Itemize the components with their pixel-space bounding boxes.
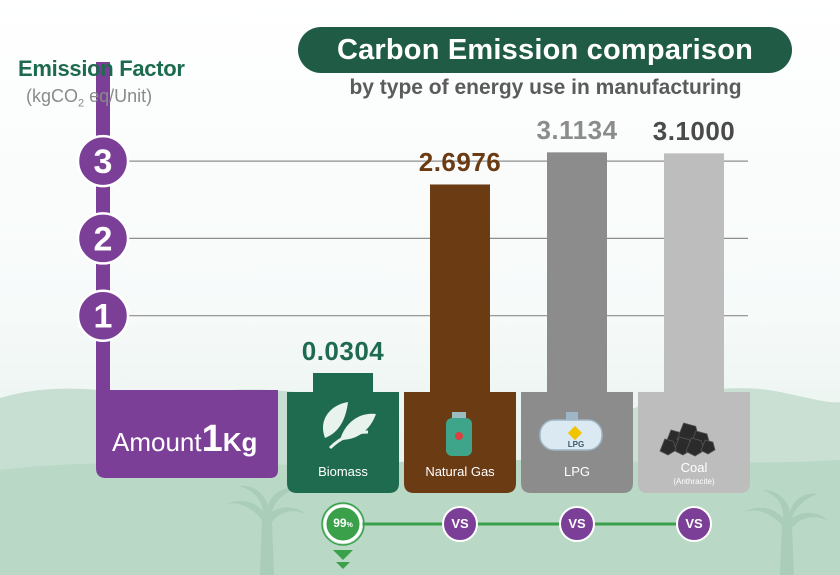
value-label: 3.1000 — [652, 116, 736, 147]
y-tick-label: 1 — [94, 298, 113, 336]
value-label: 3.1134 — [536, 115, 618, 146]
bar-lpg — [547, 152, 607, 393]
reduction-value: 99 — [333, 516, 347, 530]
cylinder-valve — [452, 412, 466, 418]
bar-biomass — [313, 373, 373, 393]
reduction-badge — [323, 504, 363, 544]
leaf-shape — [322, 402, 348, 438]
chart-title: Carbon Emission comparison — [298, 27, 792, 73]
y-tick-circle — [76, 134, 130, 188]
tank-valve — [566, 412, 578, 420]
category-label: LPG — [563, 464, 590, 479]
category-note: (Anthracite) — [673, 477, 715, 486]
lpg-tank-icon: LPG — [539, 412, 603, 451]
y-tick-circle — [76, 212, 130, 265]
bars: LPG — [287, 152, 750, 493]
down-arrow-icon — [336, 562, 350, 569]
amount-label: Amount1Kg — [112, 418, 258, 460]
y-tick-label: 2 — [94, 220, 113, 258]
comparison-line — [321, 502, 712, 569]
vs-label: VS — [451, 516, 469, 531]
category-label: Coal — [680, 460, 708, 475]
vs-label: VS — [685, 516, 703, 531]
tank-text: LPG — [568, 440, 584, 449]
down-arrow-icon — [333, 550, 353, 560]
y-axis: 1 2 3 — [76, 62, 278, 478]
cylinder-flame — [455, 432, 463, 440]
value-label: 2.6976 — [418, 147, 502, 178]
category-label: Biomass — [318, 464, 368, 479]
vs-label: VS — [568, 516, 586, 531]
chart-subtitle: by type of energy use in manufacturing — [349, 76, 742, 99]
bar-natural-gas — [430, 184, 490, 393]
vs-badge — [442, 506, 478, 542]
reduction-unit: % — [346, 522, 353, 529]
tank-warning — [567, 425, 583, 441]
coal-lump — [700, 439, 716, 455]
leaf-shape — [340, 413, 376, 440]
palm-trees — [222, 485, 828, 575]
reduction-badge-ring — [321, 502, 365, 546]
gas-cylinder-icon — [446, 412, 472, 456]
coal-icon — [659, 422, 716, 457]
y-tick-circle — [76, 289, 130, 342]
y-axis-title: Emission Factor — [18, 56, 185, 81]
vs-badge — [676, 506, 712, 542]
y-tick-label: 3 — [94, 143, 113, 181]
gridlines — [105, 160, 748, 317]
leaf-stem — [328, 430, 369, 450]
vs-badge — [559, 506, 595, 542]
value-label: 0.0304 — [301, 336, 385, 366]
category-label: Natural Gas — [425, 464, 495, 479]
reduction-percent: 99% — [323, 516, 363, 530]
bar-coal — [664, 153, 724, 393]
amount-box — [96, 390, 278, 478]
leaf-icon — [322, 402, 376, 450]
y-axis-unit: (kgCO2 eq/Unit) — [26, 86, 153, 110]
coal-lump — [659, 438, 677, 456]
